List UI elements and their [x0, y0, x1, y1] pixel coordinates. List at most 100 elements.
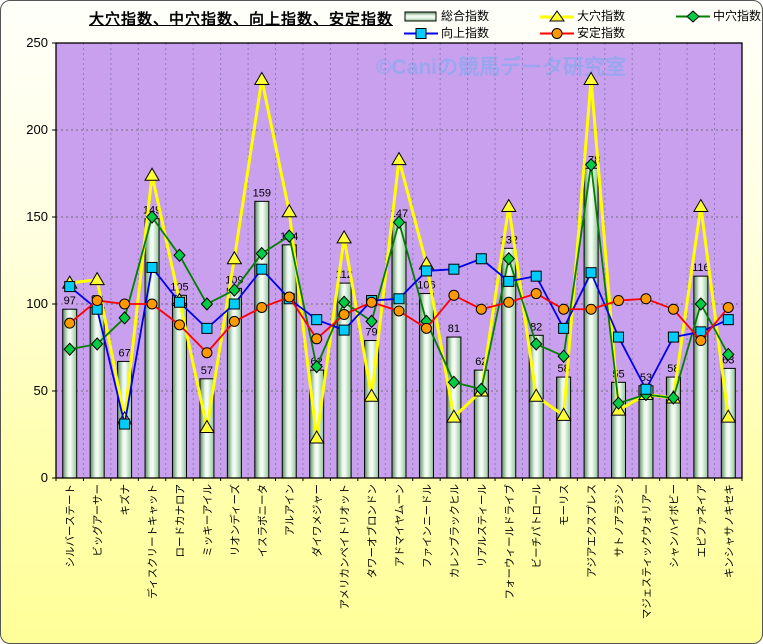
x-axis-label: ダイワメジャー [311, 484, 324, 557]
x-axis-label: アジアエクスプレス [586, 484, 598, 578]
square-marker [667, 331, 679, 343]
square-marker [420, 265, 432, 277]
diamond-marker [63, 342, 76, 356]
diamond-marker [392, 215, 406, 229]
legend-item-ooana: 大穴指数 [539, 7, 675, 24]
watermark: ©Caniの競馬データ研究室 [376, 55, 626, 79]
square-marker [311, 314, 323, 326]
legend-label: 向上指数 [441, 26, 490, 40]
x-axis-label: リアルスティール [476, 484, 488, 567]
diamond-marker [667, 391, 680, 405]
square-marker [640, 383, 652, 395]
triangle-marker [528, 388, 545, 402]
circle-marker [558, 303, 570, 315]
circle-marker [585, 303, 597, 315]
circle-marker [475, 303, 487, 315]
bar-value-label: 82 [530, 321, 542, 333]
square-marker [64, 281, 76, 293]
diamond-marker-icon [676, 9, 710, 23]
chart-title: 大穴指数、中穴指数、向上指数、安定指数 [88, 11, 393, 28]
square-marker [475, 253, 487, 265]
bar-swatch-icon [404, 11, 437, 21]
x-axis-label: カレンブラックヒル [448, 484, 461, 578]
circle-marker [64, 317, 76, 329]
triangle-marker [281, 203, 298, 218]
x-axis-label: サトノアラジン [614, 484, 626, 557]
triangle-marker [500, 198, 517, 213]
diamond-marker [722, 347, 735, 362]
x-axis-label: モーリス [559, 484, 571, 526]
diamond-marker [557, 349, 570, 363]
bar-value-label: 116 [692, 262, 710, 274]
diamond-marker [90, 337, 104, 351]
bar [556, 376, 572, 479]
circle-marker [256, 301, 268, 313]
circle-marker [201, 347, 213, 359]
square-marker [146, 261, 158, 273]
x-axis-label: シャンハイボビー [668, 484, 680, 568]
x-axis-label: キンシャサノキセキ [723, 484, 735, 578]
triangle-marker [89, 271, 106, 286]
bar [446, 336, 462, 479]
bar [62, 308, 78, 479]
square-marker [503, 275, 515, 287]
diamond-marker [337, 295, 351, 309]
triangle-marker [199, 419, 215, 434]
circle-marker [338, 308, 350, 320]
triangle-marker [692, 198, 709, 213]
x-axis-label: フォーウィールドライブ [503, 484, 516, 600]
legend-item-sougou: 総合指数 [403, 7, 539, 24]
triangle-marker [144, 167, 160, 181]
square-marker-icon [404, 27, 438, 39]
circle-marker-icon [540, 27, 574, 39]
square-marker [613, 331, 625, 343]
diamond-marker [530, 337, 543, 351]
legend-label: 大穴指数 [577, 9, 626, 23]
diamond-marker [447, 375, 461, 390]
triangle-marker [226, 250, 243, 265]
y-axis-label: 200 [26, 122, 48, 137]
diamond-marker [310, 359, 323, 374]
circle-marker [722, 301, 734, 313]
legend-item-koujou: 向上指数 [403, 24, 539, 41]
bar-value-label: 57 [201, 365, 213, 377]
legend-item-chuuana: 中穴指数 [675, 7, 761, 24]
square-marker [201, 322, 213, 334]
x-axis-label: タワーオブロンドン [366, 484, 379, 579]
x-axis-label: アメリカンペイトリオット [339, 484, 351, 609]
square-marker [722, 314, 734, 326]
bar [281, 244, 297, 479]
x-axis-label: マジェスティックウォリアー [641, 484, 653, 619]
diamond-marker [228, 283, 241, 297]
circle-marker [283, 291, 295, 303]
square-marker [448, 263, 460, 275]
circle-marker [393, 305, 405, 317]
diamond-marker [283, 229, 296, 243]
square-marker [228, 298, 240, 310]
x-axis-label: リオンディーズ [228, 484, 241, 556]
triangle-marker-icon [540, 9, 574, 21]
square-marker [119, 418, 131, 430]
x-axis-label: エピファネイア [696, 484, 708, 558]
diamond-marker [118, 311, 131, 325]
triangle-marker [336, 229, 352, 244]
triangle-marker [583, 71, 599, 86]
circle-marker [91, 295, 103, 307]
triangle-marker [555, 407, 572, 421]
diamond-marker [475, 382, 488, 396]
diamond-marker [365, 314, 378, 329]
circle-marker [448, 289, 460, 301]
circle-marker [173, 319, 185, 331]
x-axis-label: ロードカナロア [174, 484, 186, 558]
x-axis-label: シルバーステート [65, 484, 77, 567]
circle-marker [420, 322, 432, 334]
square-marker [393, 293, 405, 305]
legend-label: 安定指数 [577, 26, 626, 40]
square-marker [530, 270, 542, 282]
triangle-marker [720, 409, 737, 423]
plot-frame [55, 42, 743, 479]
bar-value-label: 81 [448, 323, 460, 335]
circle-marker [503, 296, 515, 308]
